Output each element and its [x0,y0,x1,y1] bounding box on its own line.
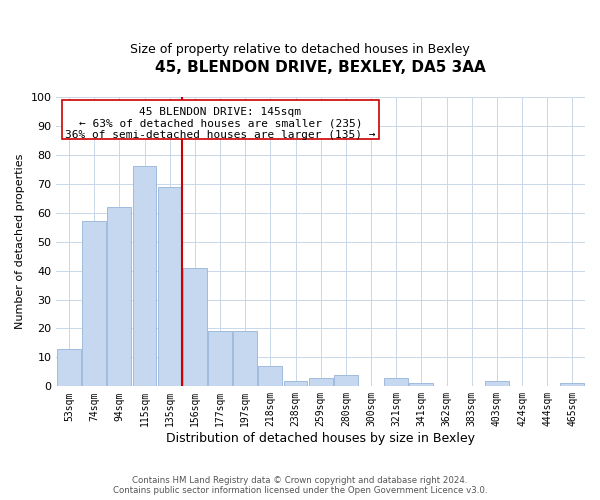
Bar [384,378,408,386]
Bar [57,348,81,387]
Bar [82,222,106,386]
Bar [233,332,257,386]
Y-axis label: Number of detached properties: Number of detached properties [15,154,25,330]
Bar [284,380,307,386]
FancyBboxPatch shape [62,100,379,139]
Text: Contains HM Land Registry data © Crown copyright and database right 2024.
Contai: Contains HM Land Registry data © Crown c… [113,476,487,495]
Title: 45, BLENDON DRIVE, BEXLEY, DA5 3AA: 45, BLENDON DRIVE, BEXLEY, DA5 3AA [155,60,486,75]
Bar [259,366,283,386]
Bar [183,268,207,386]
Bar [309,378,332,386]
Text: ← 63% of detached houses are smaller (235): ← 63% of detached houses are smaller (23… [79,118,362,128]
Bar [409,384,433,386]
Text: 36% of semi-detached houses are larger (135) →: 36% of semi-detached houses are larger (… [65,130,376,140]
Text: Size of property relative to detached houses in Bexley: Size of property relative to detached ho… [130,42,470,56]
Bar [334,375,358,386]
Bar [560,384,584,386]
Bar [158,186,182,386]
Bar [107,207,131,386]
X-axis label: Distribution of detached houses by size in Bexley: Distribution of detached houses by size … [166,432,475,445]
Bar [133,166,157,386]
Text: 45 BLENDON DRIVE: 145sqm: 45 BLENDON DRIVE: 145sqm [139,107,301,117]
Bar [208,332,232,386]
Bar [485,380,509,386]
